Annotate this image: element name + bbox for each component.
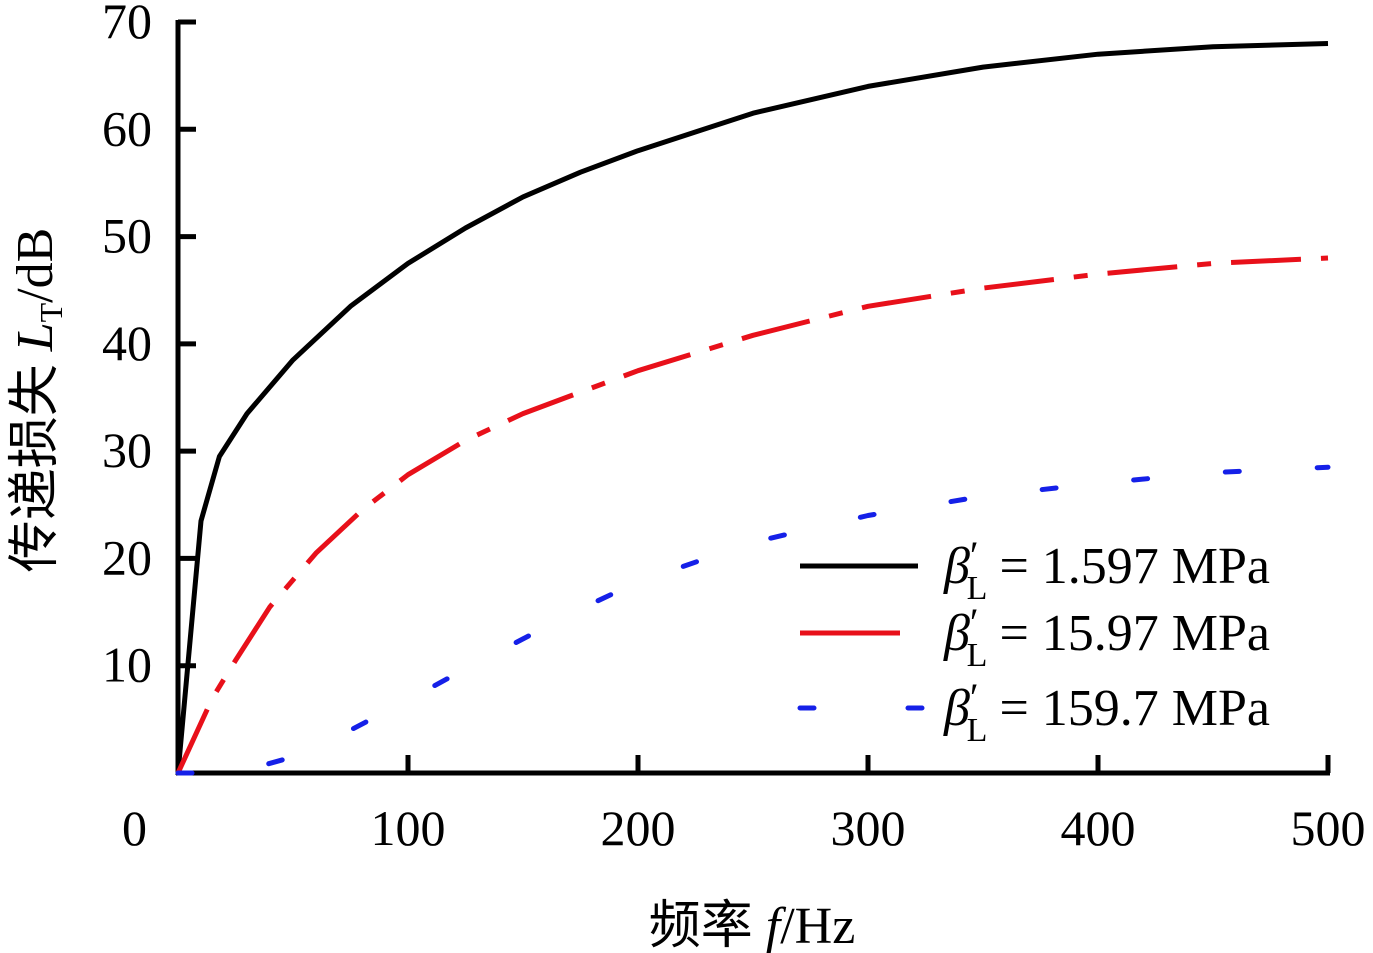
- tick-label-layer: 10 20 30 40 50 60 70 0 100 200 300 400 500: [102, 0, 1366, 856]
- series-line-1: [175, 41, 1329, 774]
- legend: β′ L = 1.597 MPa β′ L = 15.97 MPa β′ L = 159.7…: [797, 533, 1270, 749]
- y-tick-label: 20: [102, 529, 152, 585]
- y-axis-label: 传递损失 LT/dB: [7, 228, 69, 573]
- x-axis-label: 频率 f/Hz: [649, 898, 856, 953]
- x-tick-label: 200: [601, 800, 676, 856]
- x-tick-label: 500: [1291, 800, 1366, 856]
- x-tick-label: 400: [1061, 800, 1136, 856]
- y-axis-label-unit: /dB: [7, 228, 64, 303]
- y-tick-label: 30: [102, 422, 152, 478]
- y-axis-label-var: L: [7, 322, 64, 352]
- legend-label-3: β′ L = 159.7 MPa: [943, 675, 1270, 749]
- legend-label-1: β′ L = 1.597 MPa: [943, 533, 1270, 607]
- axes-layer: [175, 19, 1331, 776]
- y-tick-label: 40: [102, 315, 152, 371]
- x-axis-label-prefix: 频率: [649, 898, 766, 953]
- legend-item-2: β′ L = 15.97 MPa: [800, 600, 1270, 674]
- y-axis-label-prefix: 传递损失: [7, 351, 64, 572]
- legend-label-2: β′ L = 15.97 MPa: [943, 600, 1270, 674]
- y-axis-label-sub: T: [33, 302, 69, 322]
- x-tick-label: 100: [371, 800, 446, 856]
- x-tick-label: 300: [831, 800, 906, 856]
- legend-item-1: β′ L = 1.597 MPa: [800, 533, 1270, 607]
- y-tick-label: 60: [102, 100, 152, 156]
- legend-item-3: β′ L = 159.7 MPa: [797, 675, 1270, 749]
- x-tick-label: 0: [122, 800, 147, 856]
- series-line-2: [175, 255, 1329, 775]
- y-tick-label: 70: [102, 0, 152, 49]
- x-axis-label-unit: /Hz: [780, 898, 855, 953]
- y-tick-label: 50: [102, 208, 152, 264]
- y-tick-label: 10: [102, 637, 152, 693]
- series-layer: [175, 41, 1331, 776]
